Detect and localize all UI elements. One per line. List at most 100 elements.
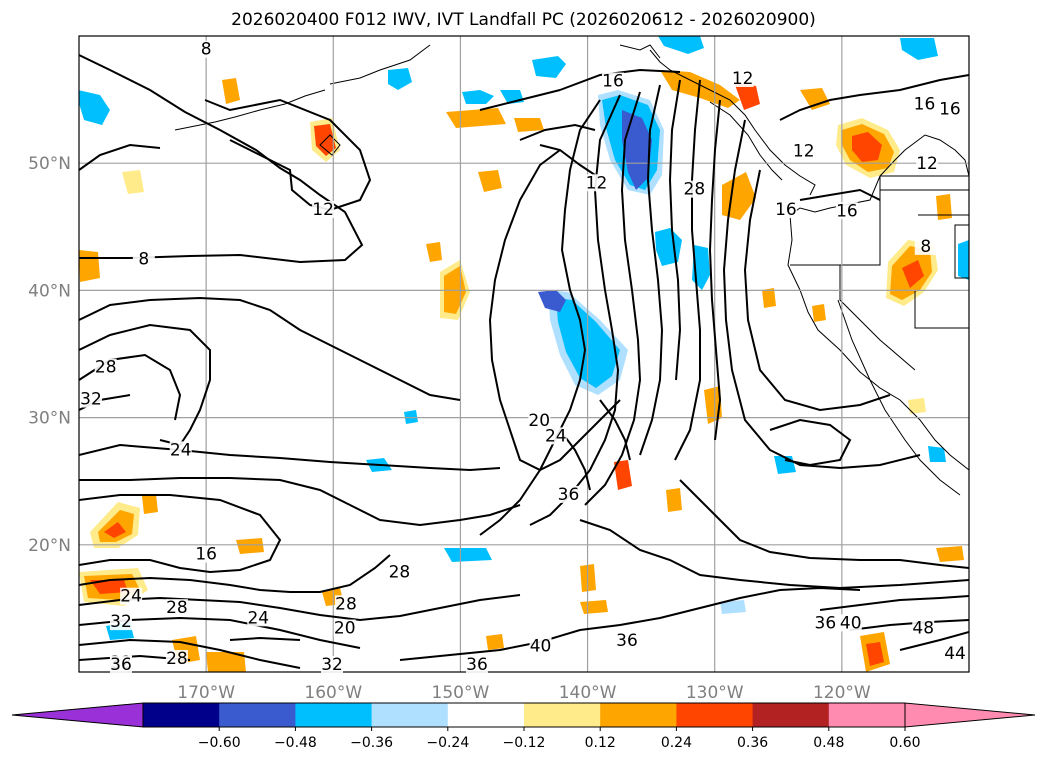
lat-tick-label: 30°N — [28, 409, 71, 429]
colorbar-tick-label: 0.36 — [737, 735, 768, 751]
contour-label: 44 — [944, 644, 966, 664]
contour-label: 40 — [530, 636, 552, 656]
contour-label: 48 — [912, 618, 934, 638]
contour-label: 28 — [389, 563, 411, 583]
contour-label: 24 — [545, 426, 567, 446]
contour-label: 32 — [321, 655, 343, 675]
contour-label-background — [914, 237, 937, 255]
contour-label: 16 — [775, 200, 797, 220]
contour-label: 24 — [170, 440, 192, 460]
contour-label-background — [165, 650, 188, 668]
contour-label-background — [615, 632, 638, 650]
contour-label-background — [912, 619, 935, 637]
lat-tick-label: 50°N — [28, 154, 71, 174]
contour-label-background — [335, 595, 357, 613]
contour-label: 16 — [914, 94, 936, 114]
colorbar: −0.60 −0.48 −0.36 −0.24 −0.12 0.12 0.24 0.36 0.4… — [11, 702, 1036, 751]
colorbar-segment — [752, 703, 830, 727]
contour-label: 24 — [247, 608, 269, 628]
lon-tick-label: 160°W — [304, 683, 362, 703]
contour-label: 8 — [201, 40, 212, 60]
contour-label: 12 — [793, 141, 815, 161]
gridlines — [79, 36, 969, 672]
contour-label-background — [585, 174, 608, 192]
contour-label: 36 — [616, 631, 638, 651]
contour-label: 28 — [166, 649, 188, 669]
contour-label: 36 — [110, 655, 132, 675]
colorbar-tick-label: −0.60 — [198, 735, 241, 751]
contour-label-background — [774, 200, 797, 218]
contour-label: 20 — [334, 618, 356, 638]
coastlines — [174, 44, 969, 496]
colorbar-segment — [600, 703, 677, 727]
anomaly-shading — [79, 36, 969, 672]
contour-label: 12 — [732, 69, 754, 89]
colorbar-segment — [295, 703, 373, 727]
lon-tick-label: 170°W — [177, 683, 235, 703]
contour-label: 36 — [558, 485, 580, 505]
contour-label-background — [913, 95, 936, 113]
contour-label: 24 — [120, 587, 142, 607]
lat-tick-label: 40°N — [28, 281, 71, 301]
positive-anomaly-patches — [79, 70, 964, 672]
contour-label-background — [683, 180, 706, 198]
contour-label: 8 — [138, 250, 149, 270]
contour-label-background — [938, 100, 961, 118]
contour-label-background — [792, 142, 815, 160]
contour-label-background — [94, 358, 117, 376]
contour-label-background — [165, 599, 188, 617]
contour-label-background — [528, 412, 551, 430]
contour-label-background — [916, 155, 939, 173]
contour-label: 28 — [166, 598, 188, 618]
contour-label: 36 — [815, 613, 837, 633]
map-frame — [78, 35, 970, 673]
contour-label-background — [557, 485, 580, 503]
contour-label: 16 — [836, 201, 858, 221]
colorbar-segment — [371, 703, 449, 727]
contour-label: 36 — [466, 655, 488, 675]
contour-label: 16 — [602, 72, 624, 92]
contour-label-background — [731, 69, 754, 87]
colorbar-over-extension — [904, 702, 1036, 728]
contour-label-background — [321, 656, 344, 673]
iwv-contours — [79, 54, 969, 669]
contour-label: 8 — [920, 237, 931, 257]
lon-tick-label: 140°W — [559, 683, 617, 703]
latitude-tick-labels: 50°N 40°N 30°N 20°N — [28, 154, 71, 556]
figure-title: 2026020400 F012 IWV, IVT Landfall PC (20… — [231, 10, 816, 30]
contour-label-background — [109, 613, 132, 631]
contour-label: 12 — [586, 173, 608, 193]
contour-label-background — [602, 72, 624, 90]
contour-label: 40 — [840, 613, 862, 633]
contour-label-background — [80, 390, 102, 408]
contour-label-background — [169, 441, 192, 459]
contour-label-background — [814, 614, 837, 632]
colorbar-tick-label: 0.12 — [585, 735, 616, 751]
lon-tick-label: 130°W — [686, 683, 744, 703]
colorbar-segment — [828, 703, 906, 727]
contour-label-background — [195, 545, 218, 563]
colorbar-tick-label: −0.48 — [274, 735, 317, 751]
colorbar-segment — [524, 703, 601, 727]
colorbar-tick-label: −0.24 — [426, 735, 469, 751]
colorbar-segment — [447, 703, 525, 727]
contour-label-background — [944, 644, 967, 662]
colorbar-tick-label: −0.12 — [503, 735, 546, 751]
longitude-tick-labels: 170°W 160°W 150°W 140°W 130°W 120°W — [177, 683, 871, 703]
contour-label-background — [132, 250, 155, 268]
contour-label: 12 — [312, 200, 334, 220]
colorbar-tick-label: 0.24 — [661, 735, 692, 751]
colorbar-under-extension — [11, 702, 144, 728]
lon-tick-label: 120°W — [813, 683, 871, 703]
contour-label-background — [195, 40, 218, 58]
colorbar-segment — [143, 703, 220, 727]
contour-label: 16 — [195, 545, 217, 565]
contour-label: 20 — [528, 411, 550, 431]
contour-label: 32 — [110, 612, 132, 632]
contour-label-background — [544, 427, 567, 445]
lat-tick-label: 20°N — [28, 536, 71, 556]
lon-tick-label: 150°W — [432, 683, 490, 703]
colorbar-tick-label: −0.36 — [350, 735, 393, 751]
